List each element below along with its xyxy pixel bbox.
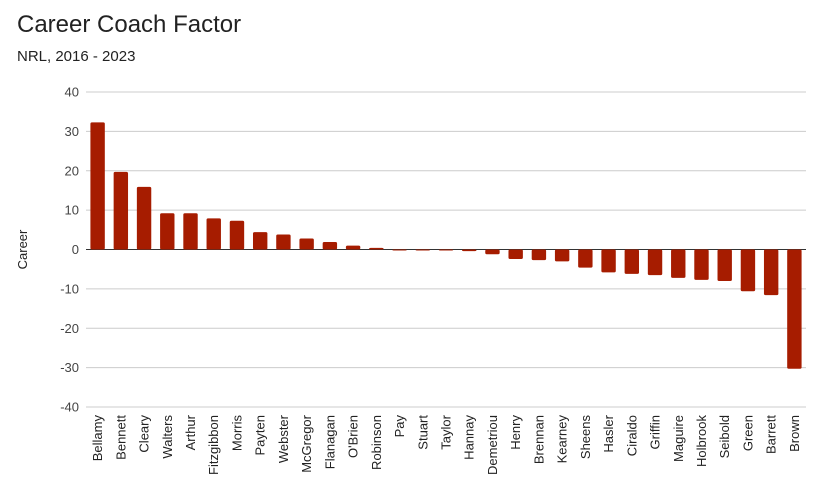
bar[interactable] xyxy=(647,249,663,276)
bar[interactable] xyxy=(276,234,291,250)
bar[interactable] xyxy=(485,249,500,255)
x-tick-label: Cleary xyxy=(137,415,152,453)
y-tick-label: -40 xyxy=(60,400,79,415)
x-tick-label: Taylor xyxy=(439,414,454,449)
bar[interactable] xyxy=(229,220,245,250)
x-tick-label: Henry xyxy=(508,415,523,450)
bar[interactable] xyxy=(740,249,756,292)
chart-title: Career Coach Factor xyxy=(17,11,242,38)
x-tick-label: Seibold xyxy=(717,415,732,458)
x-tick-label: Barrett xyxy=(764,415,779,454)
x-tick-label: Walters xyxy=(160,415,175,459)
x-tick-label: Hasler xyxy=(601,414,616,452)
x-tick-label: Sheens xyxy=(578,415,593,460)
bar[interactable] xyxy=(624,249,640,274)
x-tick-label: Maguire xyxy=(671,415,686,462)
x-tick-label: Bellamy xyxy=(90,415,105,462)
x-tick-label: Demetriou xyxy=(485,415,500,475)
bar[interactable] xyxy=(183,213,198,250)
bar[interactable] xyxy=(113,171,129,250)
y-tick-label: -20 xyxy=(60,321,79,336)
bar[interactable] xyxy=(322,242,338,250)
x-tick-label: Payten xyxy=(253,415,268,455)
bar[interactable] xyxy=(671,249,686,278)
x-tick-label: Green xyxy=(740,415,755,451)
bar[interactable] xyxy=(763,249,779,296)
bar[interactable] xyxy=(136,186,152,250)
bar[interactable] xyxy=(392,249,407,251)
x-tick-label: Ciraldo xyxy=(624,415,639,456)
bar[interactable] xyxy=(554,249,570,262)
bar[interactable] xyxy=(508,249,523,259)
x-tick-label: Griffin xyxy=(648,415,663,449)
x-tick-label: Flanagan xyxy=(322,415,337,469)
bar[interactable] xyxy=(787,249,802,369)
x-tick-label: O'Brien xyxy=(346,415,361,458)
bar[interactable] xyxy=(415,249,430,251)
bar[interactable] xyxy=(717,249,732,282)
bar[interactable] xyxy=(531,249,547,261)
x-tick-label: Bennett xyxy=(113,415,128,460)
x-tick-label: Fitzgibbon xyxy=(206,415,221,475)
y-tick-label: 10 xyxy=(65,203,79,218)
bar[interactable] xyxy=(252,232,268,250)
bar[interactable] xyxy=(299,238,314,250)
bar[interactable] xyxy=(369,247,384,250)
x-tick-label: Brennan xyxy=(531,415,546,464)
x-tick-label: Hannay xyxy=(462,415,477,460)
x-tick-label: Morris xyxy=(229,415,244,452)
x-tick-label: Arthur xyxy=(183,414,198,450)
y-tick-label: 30 xyxy=(65,124,79,139)
x-tick-label: Stuart xyxy=(415,415,430,450)
bar[interactable] xyxy=(90,122,105,250)
bar[interactable] xyxy=(578,249,593,268)
x-tick-label: Webster xyxy=(276,414,291,463)
x-tick-label: Holbrook xyxy=(694,415,709,468)
chart-subtitle: NRL, 2016 - 2023 xyxy=(17,48,136,65)
bar[interactable] xyxy=(694,249,709,280)
bar[interactable] xyxy=(206,218,221,250)
y-tick-label: -10 xyxy=(60,281,79,296)
bar[interactable] xyxy=(160,213,175,250)
bar[interactable] xyxy=(601,249,616,273)
y-tick-label: 20 xyxy=(65,163,79,178)
x-tick-label: Pay xyxy=(392,415,407,438)
y-axis-label: Career xyxy=(15,229,30,269)
y-tick-label: 0 xyxy=(72,242,79,257)
bar[interactable] xyxy=(462,249,477,252)
bar[interactable] xyxy=(438,249,454,251)
x-tick-label: McGregor xyxy=(299,414,314,472)
y-tick-label: -30 xyxy=(60,360,79,375)
x-tick-label: Robinson xyxy=(369,415,384,470)
bar[interactable] xyxy=(345,245,361,250)
x-tick-label: Kearney xyxy=(555,415,570,464)
x-tick-label: Brown xyxy=(787,415,802,452)
y-tick-label: 40 xyxy=(65,85,79,100)
